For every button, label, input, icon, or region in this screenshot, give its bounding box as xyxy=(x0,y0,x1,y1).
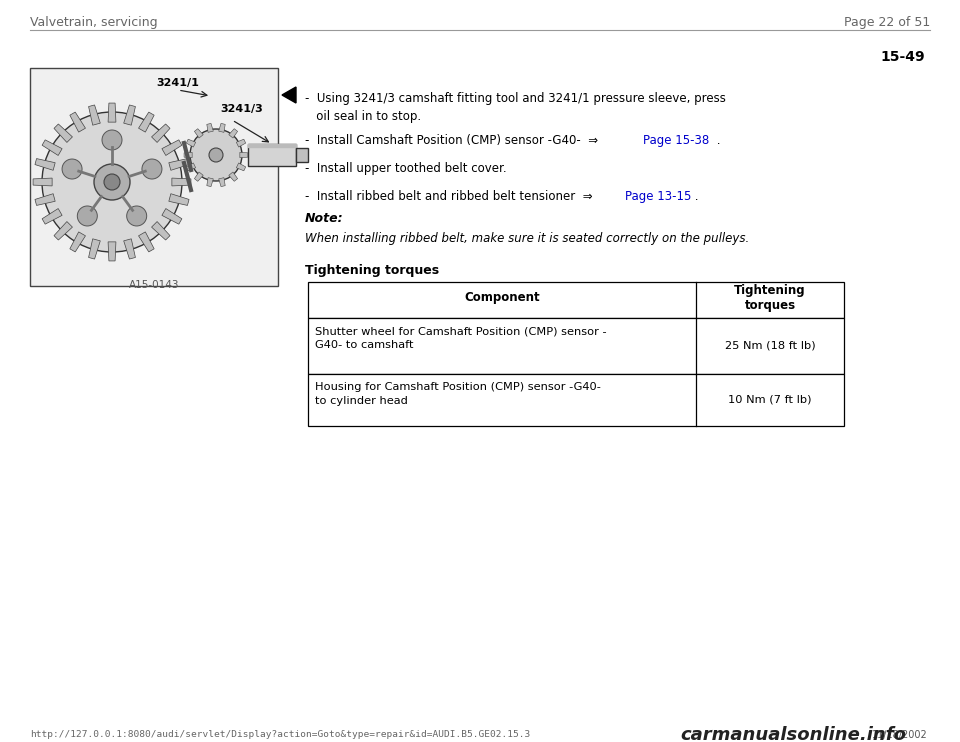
Circle shape xyxy=(94,164,130,200)
Circle shape xyxy=(190,129,242,181)
Polygon shape xyxy=(162,139,181,156)
Polygon shape xyxy=(206,123,213,132)
Polygon shape xyxy=(138,112,155,132)
Polygon shape xyxy=(124,239,135,259)
Text: .: . xyxy=(691,190,699,203)
Polygon shape xyxy=(35,194,55,206)
Polygon shape xyxy=(169,194,189,206)
Polygon shape xyxy=(172,178,191,186)
Polygon shape xyxy=(33,178,52,186)
Polygon shape xyxy=(35,159,55,171)
Text: 11/18/2002: 11/18/2002 xyxy=(873,730,928,740)
Bar xyxy=(308,374,844,426)
Bar xyxy=(248,144,296,166)
Polygon shape xyxy=(42,139,62,156)
Polygon shape xyxy=(169,159,189,171)
Text: -  Install Camshaft Position (CMP) sensor -G40-  ⇒: - Install Camshaft Position (CMP) sensor… xyxy=(305,134,602,147)
Polygon shape xyxy=(42,209,62,224)
Polygon shape xyxy=(228,128,237,138)
Text: 25 Nm (18 ft lb): 25 Nm (18 ft lb) xyxy=(725,341,815,351)
Circle shape xyxy=(42,112,182,252)
Polygon shape xyxy=(70,112,85,132)
Polygon shape xyxy=(54,222,72,240)
Text: 15-49: 15-49 xyxy=(880,50,925,64)
Text: .: . xyxy=(713,134,721,147)
Bar xyxy=(308,282,844,318)
Polygon shape xyxy=(236,163,246,171)
Text: -  Install ribbed belt and ribbed belt tensioner  ⇒: - Install ribbed belt and ribbed belt te… xyxy=(305,190,596,203)
Polygon shape xyxy=(124,105,135,125)
Polygon shape xyxy=(195,128,204,138)
Polygon shape xyxy=(152,124,170,142)
Polygon shape xyxy=(186,163,196,171)
Text: 10 Nm (7 ft lb): 10 Nm (7 ft lb) xyxy=(729,395,812,405)
Polygon shape xyxy=(88,105,100,125)
Polygon shape xyxy=(162,209,181,224)
Circle shape xyxy=(78,206,97,226)
Polygon shape xyxy=(240,152,248,158)
Bar xyxy=(308,318,844,374)
Text: Note:: Note: xyxy=(305,212,344,225)
Text: Tightening torques: Tightening torques xyxy=(305,264,439,277)
Polygon shape xyxy=(138,232,155,252)
Circle shape xyxy=(62,159,82,179)
Text: 3241/1: 3241/1 xyxy=(156,78,200,88)
Text: A15-0143: A15-0143 xyxy=(129,280,180,290)
Polygon shape xyxy=(108,242,116,261)
Polygon shape xyxy=(219,123,226,132)
Circle shape xyxy=(127,206,147,226)
Polygon shape xyxy=(195,172,204,181)
Text: Component: Component xyxy=(465,292,540,304)
Circle shape xyxy=(142,159,162,179)
Text: -  Install upper toothed belt cover.: - Install upper toothed belt cover. xyxy=(305,162,507,175)
Polygon shape xyxy=(206,177,213,186)
Text: Housing for Camshaft Position (CMP) sensor -G40-
to cylinder head: Housing for Camshaft Position (CMP) sens… xyxy=(315,382,601,406)
Polygon shape xyxy=(282,87,296,103)
Text: Valvetrain, servicing: Valvetrain, servicing xyxy=(30,16,157,29)
Text: http://127.0.0.1:8080/audi/servlet/Display?action=Goto&type=repair&id=AUDI.B5.GE: http://127.0.0.1:8080/audi/servlet/Displ… xyxy=(30,730,530,739)
Text: Page 22 of 51: Page 22 of 51 xyxy=(844,16,930,29)
Polygon shape xyxy=(228,172,237,181)
Polygon shape xyxy=(184,152,192,158)
Bar xyxy=(296,148,308,162)
Polygon shape xyxy=(70,232,85,252)
Text: -  Using 3241/3 camshaft fitting tool and 3241/1 pressure sleeve, press
   oil s: - Using 3241/3 camshaft fitting tool and… xyxy=(305,92,726,123)
Bar xyxy=(30,68,278,286)
Polygon shape xyxy=(88,239,100,259)
Polygon shape xyxy=(236,139,246,147)
Polygon shape xyxy=(186,139,196,147)
Polygon shape xyxy=(152,222,170,240)
Circle shape xyxy=(104,174,120,190)
Text: Page 15-38: Page 15-38 xyxy=(643,134,709,147)
Polygon shape xyxy=(108,103,116,122)
Text: Tightening
torques: Tightening torques xyxy=(734,284,805,312)
Text: Page 13-15: Page 13-15 xyxy=(625,190,691,203)
Text: carmanualsonline.info: carmanualsonline.info xyxy=(680,726,906,742)
Text: When installing ribbed belt, make sure it is seated correctly on the pulleys.: When installing ribbed belt, make sure i… xyxy=(305,232,749,245)
Polygon shape xyxy=(54,124,72,142)
Text: 3241/3: 3241/3 xyxy=(220,104,263,114)
Text: Shutter wheel for Camshaft Position (CMP) sensor -
G40- to camshaft: Shutter wheel for Camshaft Position (CMP… xyxy=(315,326,607,350)
Polygon shape xyxy=(219,177,226,186)
Circle shape xyxy=(209,148,223,162)
Circle shape xyxy=(102,130,122,150)
